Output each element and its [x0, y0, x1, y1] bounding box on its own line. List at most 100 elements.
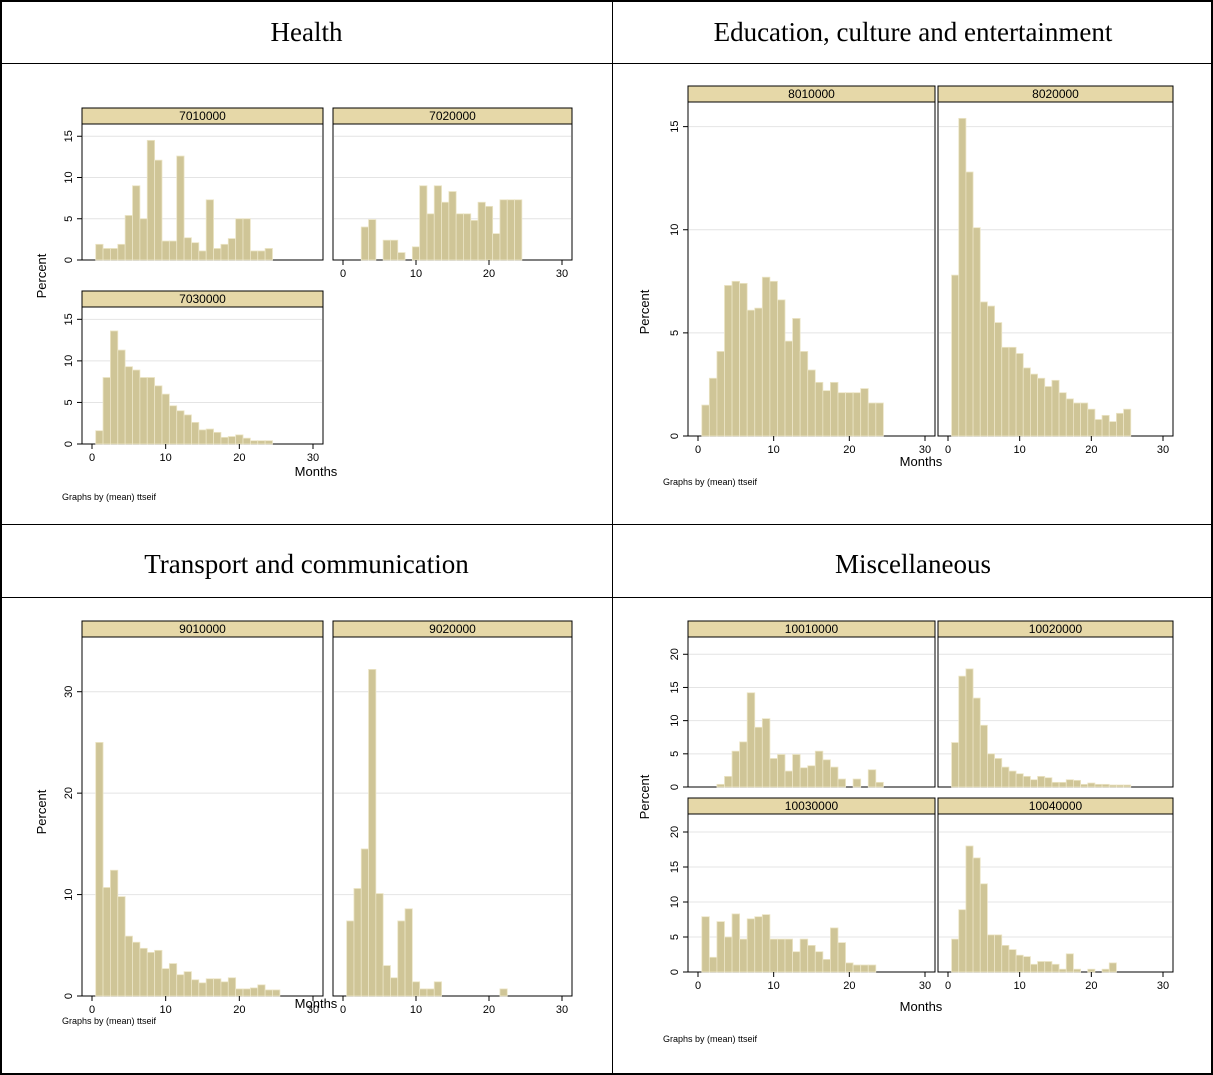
histogram-bar — [368, 219, 377, 261]
y-tick-label: 15 — [669, 681, 681, 693]
y-tick-label: 30 — [63, 686, 75, 698]
histogram-bar — [492, 233, 501, 261]
histogram-bar — [746, 918, 756, 973]
histogram-bar — [754, 916, 763, 973]
facet-strip-label: 7010000 — [179, 109, 226, 123]
histogram-bar — [1058, 968, 1067, 973]
histogram-bar — [176, 155, 185, 261]
facet-strip-label: 7020000 — [429, 109, 476, 123]
histogram-bar — [799, 351, 809, 437]
histogram-bar — [1108, 421, 1117, 437]
facet-7020000: 7020000 0 10 20 30 — [332, 107, 573, 280]
y-axis-label: Percent — [34, 789, 49, 834]
facet-10040000: 10040000 0 10 20 30 — [937, 797, 1174, 992]
histogram-bar — [852, 778, 862, 788]
chart-transport: 9010000 0 10 20 30 0 10 20 30 9020000 0 10 20 30 Perce… — [0, 597, 613, 1075]
histogram-bar — [777, 754, 786, 788]
histogram-bar — [739, 282, 748, 437]
histogram-bar — [146, 951, 156, 997]
histogram-bar — [227, 238, 237, 261]
title-rule-bottom — [0, 597, 1213, 598]
histogram-bar — [1001, 766, 1010, 788]
histogram-bar — [154, 159, 163, 261]
histogram-bar — [1022, 367, 1031, 437]
histogram-bar — [994, 322, 1003, 437]
y-tick-label: 5 — [63, 216, 75, 222]
plot-region — [81, 123, 324, 261]
histogram-bar — [463, 213, 472, 261]
histogram-bar — [397, 920, 406, 997]
x-tick-label: 0 — [340, 1004, 346, 1016]
histogram-bar — [183, 237, 192, 261]
x-tick-label: 20 — [233, 452, 245, 464]
histogram-bar — [987, 753, 995, 788]
histogram-bar — [814, 750, 824, 788]
histogram-bar — [845, 962, 854, 973]
histogram-svg: 8010000 0 5 10 15 0 10 20 30 8020000 0 10 20 30 Percen… — [637, 85, 1174, 487]
chart-health: 7010000 0 5 10 15 7020000 0 10 20 30 7030000 0 5 10 15… — [0, 64, 613, 524]
histogram-bar — [746, 692, 756, 788]
graph-note: Graphs by (mean) ttseif — [62, 492, 157, 502]
histogram-bar — [792, 318, 801, 437]
x-tick-label: 20 — [1085, 980, 1097, 992]
y-axis-label: Percent — [34, 253, 49, 298]
histogram-bar — [360, 848, 369, 997]
x-tick-label: 10 — [410, 1004, 422, 1016]
histogram-bar — [382, 965, 391, 997]
y-tick-label: 0 — [669, 433, 681, 439]
y-tick-label: 10 — [669, 715, 681, 727]
histogram-bar — [139, 218, 148, 261]
facet-7010000: 7010000 0 5 10 15 — [63, 107, 324, 263]
histogram-bar — [168, 240, 178, 261]
histogram-bar — [972, 697, 981, 788]
facet-strip-label: 10020000 — [1029, 622, 1083, 636]
histogram-bar — [390, 977, 399, 997]
histogram-bar — [814, 381, 824, 437]
histogram-bar — [1051, 379, 1060, 437]
y-tick-label: 5 — [669, 934, 681, 940]
histogram-bar — [110, 330, 119, 445]
histogram-bar — [139, 947, 148, 997]
histogram-bar — [397, 252, 406, 261]
histogram-bar — [979, 301, 988, 437]
cell-health: Health 7010000 0 5 10 15 7020000 0 10 20 30 703000… — [0, 0, 613, 524]
y-tick-label: 10 — [669, 896, 681, 908]
histogram-bar — [830, 766, 839, 788]
histogram-bar — [1094, 783, 1103, 788]
histogram-bar — [1030, 963, 1038, 973]
histogram-bar — [1065, 398, 1074, 437]
histogram-bar — [205, 978, 214, 997]
y-tick-label: 20 — [669, 826, 681, 838]
histogram-bar — [139, 377, 148, 445]
facet-strip-label: 8010000 — [788, 87, 835, 101]
x-tick-label: 20 — [233, 1004, 245, 1016]
histogram-bar — [830, 381, 839, 437]
histogram-bar — [433, 185, 442, 261]
histogram-bar — [102, 248, 111, 261]
histogram-bar — [792, 951, 801, 973]
histogram-bar — [448, 191, 457, 261]
x-tick-label: 30 — [1157, 980, 1169, 992]
histogram-bar — [1058, 392, 1067, 437]
histogram-bar — [257, 250, 266, 261]
histogram-bar — [353, 888, 362, 997]
histogram-bar — [264, 989, 273, 997]
x-tick-label: 0 — [945, 980, 951, 992]
histogram-bar — [965, 171, 974, 437]
histogram-bar — [506, 199, 515, 261]
histogram-bar — [1123, 408, 1132, 437]
histogram-bar — [784, 340, 793, 437]
histogram-bar — [875, 781, 884, 788]
histogram-bar — [807, 765, 816, 788]
histogram-bar — [965, 668, 974, 788]
histogram-bar — [220, 243, 229, 261]
x-tick-label: 30 — [556, 1004, 568, 1016]
histogram-bar — [701, 916, 710, 973]
y-tick-label: 0 — [63, 257, 75, 263]
histogram-bar — [837, 778, 846, 788]
facet-9020000: 9020000 0 10 20 30 — [332, 620, 573, 1016]
facet-strip-label: 10040000 — [1029, 799, 1083, 813]
histogram-bar — [1037, 775, 1046, 788]
x-tick-label: 30 — [1157, 444, 1169, 456]
y-tick-label: 10 — [63, 355, 75, 367]
